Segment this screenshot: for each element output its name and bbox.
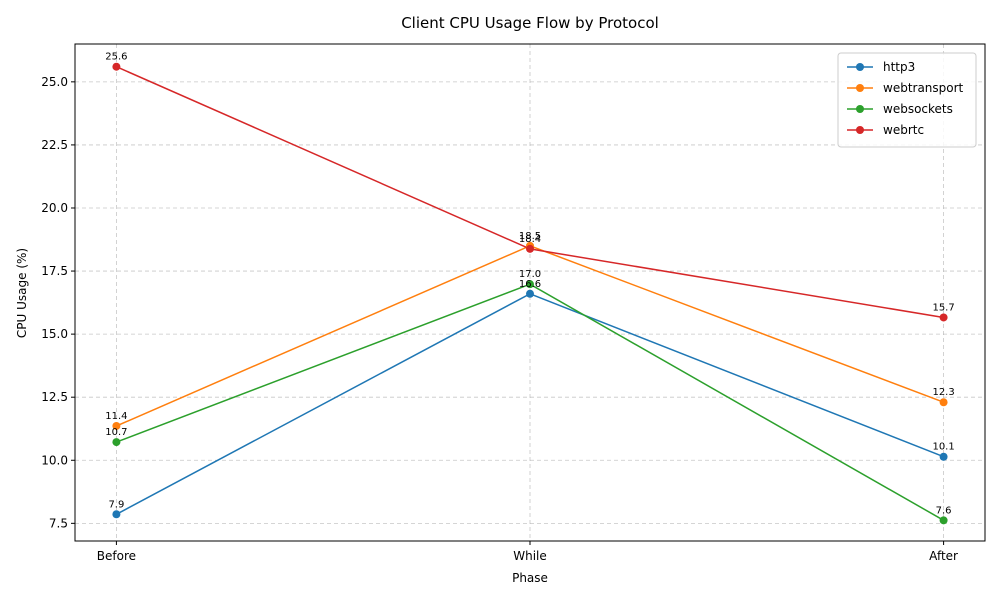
legend-label-http3: http3 xyxy=(883,60,915,74)
data-point-webtransport xyxy=(112,421,121,430)
y-tick-label: 15.0 xyxy=(41,327,68,341)
y-tick-label: 7.5 xyxy=(49,516,68,530)
y-tick-label: 20.0 xyxy=(41,201,68,215)
data-label-webtransport: 18.5 xyxy=(519,231,541,242)
y-tick-label: 17.5 xyxy=(41,264,68,278)
legend-marker-http3 xyxy=(856,63,864,71)
data-label-webrtc: 25.6 xyxy=(105,52,127,63)
data-point-webrtc xyxy=(526,244,534,253)
y-tick-label: 22.5 xyxy=(41,138,68,152)
data-label-websockets: 10.7 xyxy=(105,427,127,438)
data-label-websockets: 7.6 xyxy=(936,505,952,516)
y-tick-label: 25.0 xyxy=(41,75,68,89)
y-tick-label: 12.5 xyxy=(41,390,68,404)
legend-marker-webtransport xyxy=(856,84,864,92)
data-point-webrtc xyxy=(112,62,121,71)
data-point-websockets xyxy=(939,516,948,525)
legend-marker-websockets xyxy=(856,105,864,113)
chart-title: Client CPU Usage Flow by Protocol xyxy=(401,14,659,32)
x-tick-label: While xyxy=(513,549,547,563)
legend-label-webtransport: webtransport xyxy=(883,81,964,95)
data-point-webtransport xyxy=(939,398,948,407)
x-tick-label: After xyxy=(929,549,958,563)
x-tick-label: Before xyxy=(97,549,136,563)
legend-box xyxy=(837,52,977,148)
data-point-websockets xyxy=(112,438,121,447)
series-points xyxy=(112,62,948,525)
data-label-webrtc: 18.4 xyxy=(519,234,541,245)
legend-label-websockets: websockets xyxy=(883,102,953,116)
data-label-webrtc: 15.7 xyxy=(932,302,954,313)
data-label-websockets: 17.0 xyxy=(519,269,541,280)
data-point-http3 xyxy=(112,510,121,519)
data-label-webtransport: 11.4 xyxy=(105,411,127,422)
x-axis-label: Phase xyxy=(512,571,548,585)
data-label-http3: 10.1 xyxy=(932,442,954,453)
data-point-http3 xyxy=(526,289,534,298)
data-label-http3: 16.6 xyxy=(519,279,541,290)
plot-frame xyxy=(74,43,986,542)
data-label-webtransport: 12.3 xyxy=(932,387,954,398)
legend-marker-webrtc xyxy=(856,126,864,134)
data-labels: 7.9 16.6 10.1 11.4 18.5 12.3 10.7 17.0 7.6 25.6 18… xyxy=(105,52,954,517)
legend-label-webrtc: webrtc xyxy=(883,123,924,137)
y-axis-ticks: 7.5 10.0 12.5 15.0 17.5 20.0 22.5 25.0 xyxy=(41,75,75,530)
x-axis-ticks: Before While After xyxy=(97,541,958,563)
legend: http3 webtransport websockets webrtc xyxy=(837,52,977,148)
data-point-http3 xyxy=(939,452,948,461)
y-tick-label: 10.0 xyxy=(41,453,68,467)
data-label-http3: 7.9 xyxy=(108,499,124,510)
data-point-websockets xyxy=(526,280,534,289)
data-point-webrtc xyxy=(939,313,948,322)
y-axis-label: CPU Usage (%) xyxy=(15,248,29,338)
